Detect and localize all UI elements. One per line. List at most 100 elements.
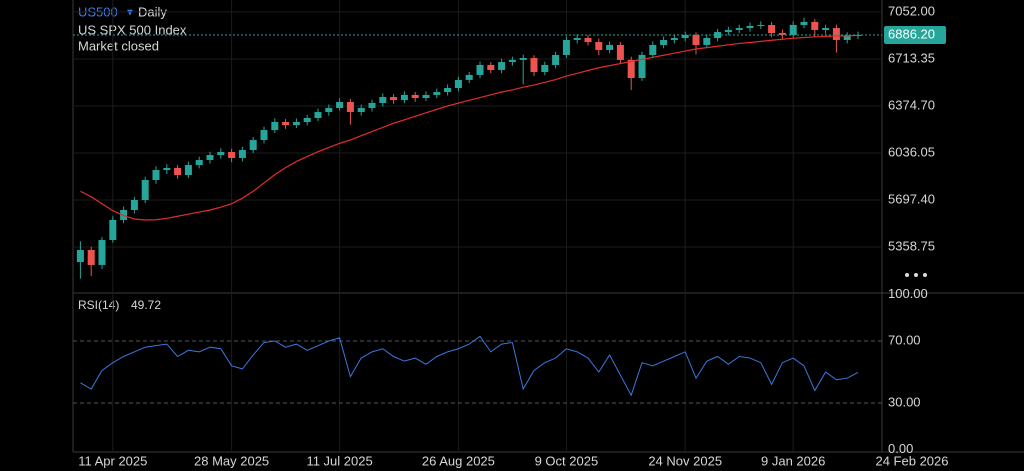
last-price-label: 6886.20 [888,26,935,41]
candle-body [271,122,279,131]
candle-body [692,34,700,45]
y-tick-label: 0.00 [888,441,913,456]
candle-body [368,102,376,108]
candle-body [638,54,646,79]
candle-body [541,64,549,73]
candle-body [811,21,819,30]
candle-body [595,42,603,50]
y-tick-label: 5358.75 [888,238,935,253]
candle-body [433,92,441,95]
y-tick-label: 30.00 [888,394,921,409]
candle-body [487,64,495,70]
candle-body [508,59,516,63]
candle-body [336,102,344,108]
x-tick-label: 26 Aug 2025 [422,453,495,468]
y-tick-label: 6713.35 [888,50,935,65]
candle-body [476,64,484,75]
candle-body [325,107,333,113]
y-tick-label: 70.00 [888,332,921,347]
candle-body [206,155,214,161]
instrument-name: US SPX 500 Index [78,22,187,37]
candle-body [141,180,149,201]
candle-body [584,38,592,43]
moving-average [80,34,859,221]
candle-body [616,44,624,60]
x-tick-label: 24 Nov 2025 [648,453,722,468]
candle-body [703,38,711,45]
candle-body [390,97,398,101]
candle-body [789,24,797,35]
candle-body [552,54,560,65]
candle-body [195,160,203,166]
candle-body [228,151,236,158]
dot [914,273,918,277]
x-tick-label: 24 Feb 2026 [875,453,948,468]
candle-body [109,219,117,240]
candle-body [400,94,408,101]
candle-body [724,29,732,33]
candle-body [303,117,311,123]
candle-body [530,58,538,73]
candle-body [76,249,84,263]
candle-body [681,34,689,39]
candle-body [649,44,657,55]
candle-body [87,249,95,265]
market-status: Market closed [78,38,159,53]
candle-body [746,25,754,29]
candle-body [152,170,160,181]
x-tick-label: 11 Apr 2025 [78,453,147,468]
candle-body [465,74,473,80]
candle-body [174,167,182,176]
candle-body [422,94,430,98]
candle-body [822,28,830,30]
candle-body [660,39,668,45]
x-tick-label: 9 Oct 2025 [535,453,599,468]
indicator-value: 49.72 [131,298,161,312]
candle-body [768,24,776,34]
rsi-line [80,335,859,397]
candle-body [562,39,570,55]
x-tick-label: 11 Jul 2025 [306,453,372,468]
candle-body [606,44,614,50]
y-tick-label: 6036.05 [888,144,935,159]
candle-body [670,38,678,40]
dot [923,273,927,277]
y-tick-label: 6374.70 [888,97,935,112]
candle-body [163,167,171,171]
more-menu[interactable] [905,273,927,277]
candle-body [735,28,743,30]
x-tick-label: 9 Jan 2026 [761,453,825,468]
candle-body [519,58,527,60]
candle-body [282,122,290,126]
candle-body [757,24,765,26]
last-price-box [884,25,946,44]
candle-body [238,150,246,158]
candle-body [843,35,851,40]
candle-body [454,79,462,88]
candle-body [249,140,257,151]
y-tick-label: 7052.00 [888,3,935,18]
candle-body [98,239,106,265]
candle-body [130,200,138,210]
candle-body [627,59,635,79]
candle-body [292,122,300,126]
y-tick-label: 5697.40 [888,191,935,206]
candle-body [184,165,192,176]
candle-body [346,102,354,113]
candle-body [411,94,419,98]
candle-body [778,33,786,35]
candle-body [444,87,452,93]
candle-body [357,107,365,113]
dot [905,273,909,277]
y-tick-label: 100.00 [888,286,928,301]
candle-body [573,38,581,40]
candle-body [498,62,506,70]
dropdown-icon[interactable]: ▼ [125,8,135,19]
candle-body [832,28,840,40]
indicator-title: RSI(14) [78,298,119,312]
x-tick-label: 28 May 2025 [194,453,269,468]
candle-body [800,21,808,25]
